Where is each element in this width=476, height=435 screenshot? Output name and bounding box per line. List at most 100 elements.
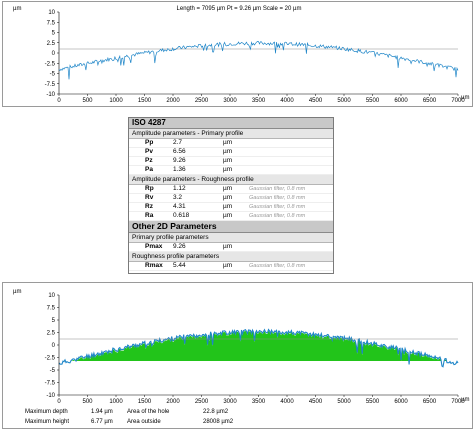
x-tick-label: 7000 <box>451 98 465 104</box>
parameter-value: 9.26 <box>173 157 186 164</box>
parameter-name: Pz <box>145 157 153 164</box>
y-tick-label: -5 <box>50 72 56 78</box>
x-axis-ticks: 0 500 1000 1500 2000 2500 3000 3500 4000 4500 5000… <box>57 94 465 104</box>
x-tick-label: 500 <box>82 399 93 405</box>
chart-header-text: Length = 7095 µm Pt = 9.26 µm Scale = 20… <box>177 6 302 12</box>
parameter-value: 2.7 <box>173 139 183 146</box>
parameter-note: Gaussian filter, 0.8 mm <box>249 213 306 219</box>
area-hole-value: 22.8 µm2 <box>203 409 229 415</box>
parameter-name: Rz <box>145 203 153 210</box>
parameter-row: Pmax 9.26 µm <box>129 243 333 252</box>
roughness-profile-rows: Rmax 5.44 µm Gaussian filter, 0.8 mm <box>129 262 333 271</box>
section-header-roughness-amplitude: Amplitude parameters - Roughness profile <box>129 175 333 185</box>
x-tick-label: 4000 <box>280 399 294 405</box>
x-tick-label: 5000 <box>337 399 351 405</box>
y-unit-label: µm <box>13 6 21 12</box>
max-depth-value: 1.94 µm <box>91 409 113 415</box>
x-tick-label: 6000 <box>394 98 408 104</box>
parameter-row: Pv 6.56 µm <box>129 148 333 157</box>
parameter-note: Gaussian filter, 0.8 mm <box>249 186 306 192</box>
parameter-name: Pmax <box>145 243 163 250</box>
parameter-name: Pv <box>145 148 153 155</box>
y-unit-label: µm <box>13 289 21 295</box>
x-tick-label: 0 <box>57 98 61 104</box>
parameter-unit: µm <box>223 148 233 155</box>
x-tick-label: 3500 <box>252 399 266 405</box>
x-unit-label: µm <box>461 95 469 101</box>
parameter-value: 9.26 <box>173 243 186 250</box>
y-tick-label: 5 <box>52 318 56 324</box>
y-tick-label: 10 <box>48 293 55 299</box>
parameter-unit: µm <box>223 166 233 173</box>
parameter-row: Ra 0.618 µm Gaussian filter, 0.8 mm <box>129 212 333 221</box>
primary-profile-line <box>58 41 459 80</box>
parameter-unit: µm <box>223 243 233 250</box>
max-height-label: Maximum height <box>25 419 69 425</box>
parameter-name: Rmax <box>145 262 163 269</box>
x-unit-label: µm <box>461 397 469 403</box>
parameter-row: Rmax 5.44 µm Gaussian filter, 0.8 mm <box>129 262 333 271</box>
x-tick-label: 4000 <box>280 98 294 104</box>
x-tick-label: 7000 <box>451 399 465 405</box>
x-tick-label: 1000 <box>109 98 123 104</box>
parameter-row: Pp 2.7 µm <box>129 139 333 148</box>
roughness-amplitude-rows: Rp 1.12 µm Gaussian filter, 0.8 mm Rv 3.2 µm Ga… <box>129 185 333 221</box>
x-tick-label: 500 <box>82 98 93 104</box>
x-axis-ticks: 0 500 1000 1500 2000 2500 3000 3500 4000 4500 5000… <box>57 395 465 405</box>
area-hole-label: Area of the hole <box>127 409 170 415</box>
x-tick-label: 3000 <box>223 399 237 405</box>
parameter-unit: µm <box>223 194 233 201</box>
x-tick-label: 2500 <box>195 399 209 405</box>
parameter-note: Gaussian filter, 0.8 mm <box>249 204 306 210</box>
x-tick-label: 2500 <box>195 98 209 104</box>
x-tick-label: 5000 <box>337 98 351 104</box>
parameter-row: Pa 1.36 µm <box>129 166 333 175</box>
y-tick-label: 2.5 <box>47 331 56 337</box>
parameter-row: Rv 3.2 µm Gaussian filter, 0.8 mm <box>129 194 333 203</box>
x-tick-label: 5500 <box>366 399 380 405</box>
parameter-value: 5.44 <box>173 262 186 269</box>
y-axis-ticks: 10 7.5 5 2.5 0 -2.5 -5 -7.5 -10 <box>45 10 59 98</box>
y-tick-label: 5 <box>52 31 56 37</box>
profile-line <box>58 328 459 368</box>
parameter-name: Pa <box>145 166 153 173</box>
section-header-roughness-profile-params: Roughness profile parameters <box>129 252 333 262</box>
x-tick-label: 0 <box>57 399 61 405</box>
area-outside-label: Area outside <box>127 419 161 425</box>
y-tick-label: 7.5 <box>47 20 56 26</box>
x-tick-label: 1000 <box>109 399 123 405</box>
parameter-unit: µm <box>223 262 233 269</box>
primary-amplitude-rows: Pp 2.7 µm Pv 6.56 µm Pz 9.26 µm Pa 1.36 µm <box>129 139 333 175</box>
iso-4287-parameters-table: ISO 4287 Amplitude parameters - Primary … <box>128 117 334 274</box>
parameter-value: 0.618 <box>173 212 190 219</box>
max-depth-label: Maximum depth <box>25 409 68 415</box>
other-parameters-title: Other 2D Parameters <box>129 221 333 233</box>
parameter-value: 1.36 <box>173 166 186 173</box>
table-title: ISO 4287 <box>129 118 333 129</box>
parameter-row: Rp 1.12 µm Gaussian filter, 0.8 mm <box>129 185 333 194</box>
parameter-name: Pp <box>145 139 154 146</box>
x-tick-label: 5500 <box>366 98 380 104</box>
x-tick-label: 4500 <box>309 399 323 405</box>
parameter-unit: µm <box>223 185 233 192</box>
x-tick-label: 4500 <box>309 98 323 104</box>
parameter-note: Gaussian filter, 0.8 mm <box>249 263 306 269</box>
primary-profile-chart: Length = 7095 µm Pt = 9.26 µm Scale = 20… <box>13 6 469 104</box>
max-height-value: 6.77 µm <box>91 419 113 425</box>
parameter-unit: µm <box>223 157 233 164</box>
primary-profile-rows: Pmax 9.26 µm <box>129 243 333 252</box>
y-axis-ticks: 10 7.5 5 2.5 0 -2.5 -5 -7.5 -10 <box>45 293 59 399</box>
parameter-value: 3.2 <box>173 194 183 201</box>
section-header-primary-amplitude: Amplitude parameters - Primary profile <box>129 129 333 139</box>
x-tick-label: 3000 <box>223 98 237 104</box>
x-tick-label: 6500 <box>423 399 437 405</box>
y-tick-label: 0 <box>52 51 56 57</box>
y-tick-label: -2.5 <box>45 356 56 362</box>
parameter-unit: µm <box>223 139 233 146</box>
x-tick-label: 1500 <box>138 98 152 104</box>
parameter-unit: µm <box>223 203 233 210</box>
x-tick-label: 3500 <box>252 98 266 104</box>
parameter-name: Rp <box>145 185 154 192</box>
y-tick-label: 10 <box>48 10 55 16</box>
parameter-name: Ra <box>145 212 154 219</box>
